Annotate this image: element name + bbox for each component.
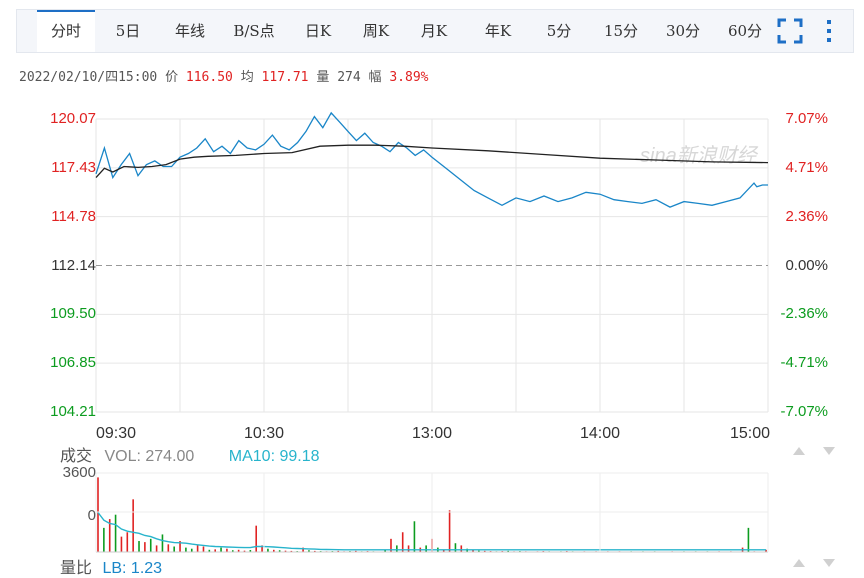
y-tick-label-left: 114.78 bbox=[51, 207, 96, 225]
volume-tick-label: 0 bbox=[87, 507, 96, 524]
y-tick-label-right: 7.07% bbox=[785, 110, 828, 127]
tab-15min[interactable]: 15分 bbox=[603, 22, 639, 40]
y-tick-label-left: 109.50 bbox=[50, 305, 96, 323]
volume-ratio-legend: 量比 LB: 1.23 bbox=[60, 554, 162, 578]
tab-60min[interactable]: 60分 bbox=[727, 22, 763, 40]
average-label: 均 bbox=[240, 70, 254, 85]
volume-tick-label: 3600 bbox=[62, 464, 96, 481]
volume-legend-ma: MA10: 99.18 bbox=[228, 448, 320, 465]
y-tick-label-left: 120.07 bbox=[50, 110, 96, 127]
y-tick-label-right: 4.71% bbox=[785, 158, 828, 176]
fullscreen-icon[interactable] bbox=[777, 18, 803, 44]
volume-scroll-up-icon[interactable] bbox=[792, 444, 806, 462]
period-tab-bar: 分时 5日 年线 B/S点 日K 周K 月K 年K 5分 15分 30分 60分 bbox=[16, 9, 854, 53]
volume-ratio-label: 量比 bbox=[60, 560, 93, 577]
y-tick-label-right: -4.71% bbox=[780, 354, 828, 372]
quote-datetime: 2022/02/10/四15:00 bbox=[19, 70, 158, 85]
tab-weekly-k[interactable]: 周K bbox=[362, 22, 390, 40]
y-tick-label-right: -7.07% bbox=[780, 403, 828, 420]
price-line bbox=[95, 111, 768, 208]
tab-30min[interactable]: 30分 bbox=[665, 22, 701, 40]
volume-label: 量 bbox=[316, 70, 330, 85]
volume-ratio-value: LB: 1.23 bbox=[102, 560, 163, 577]
y-tick-label-right: 0.00% bbox=[785, 256, 828, 274]
change-label: 幅 bbox=[368, 70, 382, 85]
y-tick-label-left: 104.21 bbox=[50, 403, 96, 420]
y-tick-label-right: -2.36% bbox=[780, 305, 828, 323]
tab-daily-k[interactable]: 日K bbox=[304, 22, 332, 40]
x-tick-label: 15:00 bbox=[729, 425, 771, 442]
volume-legend: 成交 VOL: 274.00 MA10: 99.18 bbox=[60, 442, 320, 466]
x-tick-label: 14:00 bbox=[579, 425, 621, 442]
y-tick-label-left: 117.43 bbox=[51, 158, 96, 176]
volume-scroll-down-icon[interactable] bbox=[822, 444, 836, 462]
x-tick-label: 10:30 bbox=[243, 425, 285, 442]
tab-bs-points[interactable]: B/S点 bbox=[233, 22, 275, 40]
volume-legend-label: 成交 bbox=[60, 448, 93, 465]
tab-5day[interactable]: 5日 bbox=[115, 22, 141, 40]
average-price-line bbox=[95, 144, 769, 179]
y-tick-label-right: 2.36% bbox=[785, 207, 828, 225]
tab-monthly-k[interactable]: 月K bbox=[420, 22, 448, 40]
ratio-scroll-down-icon[interactable] bbox=[822, 556, 836, 574]
x-tick-label: 09:30 bbox=[95, 425, 137, 442]
sina-finance-watermark: sina新浪财经 bbox=[640, 145, 759, 167]
average-value: 117.71 bbox=[261, 70, 309, 85]
tab-intraday[interactable]: 分时 bbox=[37, 10, 95, 52]
volume-value: 274 bbox=[337, 70, 361, 85]
price-label: 价 bbox=[165, 70, 179, 85]
quote-info-line: 2022/02/10/四15:00 价 116.50 均 117.71 量 27… bbox=[19, 66, 428, 85]
x-tick-label: 13:00 bbox=[411, 425, 453, 442]
change-value: 3.89% bbox=[389, 70, 429, 85]
y-tick-label-left: 112.14 bbox=[51, 256, 96, 274]
tab-year-line[interactable]: 年线 bbox=[174, 22, 205, 40]
more-vertical-icon[interactable] bbox=[819, 18, 839, 44]
tab-yearly-k[interactable]: 年K bbox=[484, 22, 512, 40]
ratio-scroll-up-icon[interactable] bbox=[792, 556, 806, 574]
volume-legend-vol: VOL: 274.00 bbox=[104, 448, 195, 465]
tab-5min[interactable]: 5分 bbox=[546, 22, 572, 40]
price-value: 116.50 bbox=[185, 70, 233, 85]
y-tick-label-left: 106.85 bbox=[50, 354, 96, 372]
